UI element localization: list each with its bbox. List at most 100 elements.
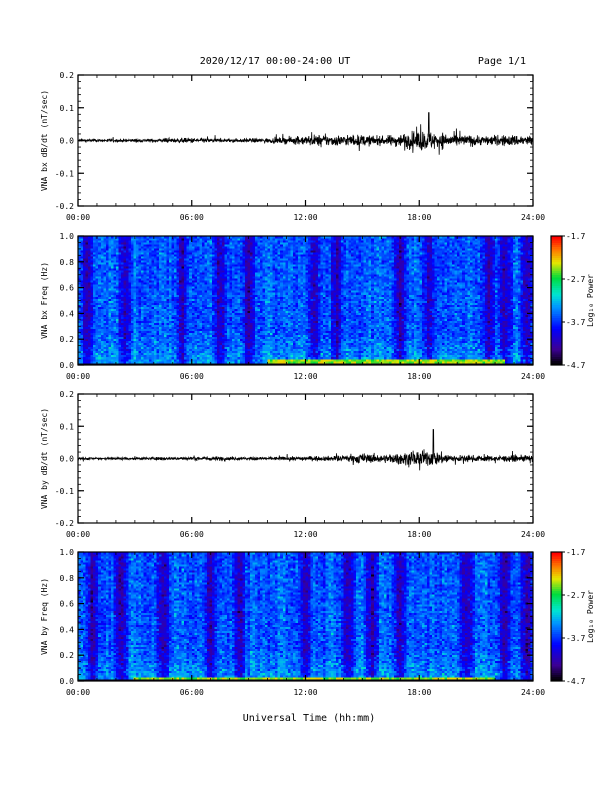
- spectrogram-cell: [100, 252, 104, 255]
- spectrogram-cell: [204, 356, 208, 360]
- spectrogram-cell: [151, 326, 155, 330]
- spectrogram-cell: [166, 324, 170, 328]
- spectrogram-cell: [105, 240, 109, 243]
- spectrogram-cell: [267, 264, 271, 267]
- spectrogram-cell: [224, 268, 228, 271]
- spectrogram-cell: [98, 288, 102, 291]
- spectrogram-cell: [128, 282, 132, 285]
- spectrogram-cell: [196, 316, 200, 319]
- spectrogram-cell: [166, 284, 170, 287]
- spectrogram-cell: [237, 272, 241, 275]
- spectrogram-cell: [217, 240, 220, 243]
- spectrogram-cell: [232, 290, 236, 293]
- spectrogram-cell: [78, 258, 81, 261]
- spectrogram-cell: [85, 266, 89, 269]
- spectrogram-cell: [105, 278, 109, 281]
- spectrogram-cell: [143, 306, 147, 309]
- spectrogram-cell: [148, 280, 152, 283]
- spectrogram-cell: [171, 344, 175, 348]
- spectrogram-cell: [88, 358, 91, 362]
- spectrogram-cell: [254, 308, 258, 311]
- spectrogram-cell: [141, 246, 145, 249]
- spectrogram-cell: [184, 246, 187, 249]
- spectrogram-cell: [174, 338, 177, 342]
- spectrogram-cell: [80, 334, 84, 338]
- spectrogram-cell: [110, 260, 114, 263]
- spectrogram-cell: [222, 342, 225, 346]
- spectrogram-cell: [136, 282, 139, 285]
- spectrogram-cell: [232, 360, 236, 364]
- spectrogram-cell: [95, 268, 99, 271]
- spectrogram-cell: [181, 338, 185, 342]
- spectrogram-cell: [151, 340, 155, 344]
- spectrogram-cell: [128, 256, 132, 259]
- spectrogram-cell: [163, 272, 167, 275]
- spectrogram-cell: [138, 344, 142, 348]
- spectrogram-cell: [133, 348, 137, 352]
- spectrogram-cell: [90, 272, 94, 275]
- spectrogram-cell: [232, 252, 236, 255]
- spectrogram-cell: [194, 266, 198, 269]
- spectrogram-cell: [126, 348, 129, 352]
- spectrogram-cell: [214, 246, 218, 249]
- spectrogram-cell: [141, 350, 145, 354]
- spectrogram-cell: [227, 302, 230, 305]
- spectrogram-cell: [131, 298, 134, 301]
- spectrogram-cell: [239, 286, 243, 289]
- spectrogram-cell: [179, 298, 182, 301]
- spectrogram-cell: [214, 286, 218, 289]
- spectrogram-cell: [232, 300, 236, 303]
- spectrogram-cell: [156, 350, 160, 354]
- spectrogram-cell: [115, 268, 119, 271]
- spectrogram-cell: [242, 270, 246, 273]
- spectrogram-cell: [249, 326, 253, 330]
- spectrogram-cell: [237, 314, 241, 317]
- spectrogram-cell: [201, 270, 205, 273]
- spectrogram-cell: [222, 260, 225, 263]
- spectrogram-cell: [199, 344, 203, 348]
- spectrogram-cell: [249, 356, 253, 360]
- spectrogram-cell: [252, 262, 256, 265]
- spectrogram-cell: [201, 314, 205, 317]
- spectrogram-cell: [110, 318, 114, 321]
- spectrogram-cell: [108, 288, 112, 291]
- spectrogram-cell: [260, 326, 263, 330]
- spectrogram-cell: [126, 326, 129, 330]
- spectrogram-cell: [131, 246, 134, 249]
- spectrogram-cell: [88, 296, 91, 299]
- spectrogram-cell: [83, 346, 86, 350]
- spectrogram-cell: [156, 362, 160, 366]
- spectrogram-cell: [98, 330, 102, 334]
- spectrogram-cell: [153, 320, 157, 323]
- spectrogram-cell: [138, 314, 142, 317]
- spectrogram-cell: [163, 284, 167, 287]
- spectrogram-cell: [181, 360, 185, 364]
- spectrogram-cell: [98, 240, 102, 243]
- spectrogram-cell: [110, 308, 114, 311]
- spectrogram-cell: [85, 344, 89, 348]
- spectrogram-cell: [90, 340, 94, 344]
- spectrogram-cell: [128, 238, 132, 241]
- spectrogram-cell: [260, 356, 263, 360]
- spectrogram-cell: [267, 272, 271, 275]
- spectrogram-cell: [169, 362, 172, 366]
- spectrogram-cell: [267, 316, 271, 319]
- spectrogram-cell: [148, 314, 152, 317]
- spectrogram-cell: [211, 312, 215, 315]
- spectrogram-cell: [186, 300, 190, 303]
- spectrogram-cell: [191, 336, 195, 340]
- spectrogram-cell: [146, 310, 150, 313]
- spectrogram-cell: [171, 252, 175, 255]
- spectrogram-cell: [184, 324, 187, 328]
- spectrogram-cell: [138, 236, 142, 239]
- spectrogram-cell: [163, 298, 167, 301]
- spectrogram-cell: [120, 288, 124, 291]
- spectrogram-cell: [196, 292, 200, 295]
- spectrogram-cell: [194, 346, 198, 350]
- spectrogram-cell: [141, 324, 145, 328]
- spectrogram-cell: [252, 280, 256, 283]
- spectrogram-cell: [267, 248, 271, 251]
- spectrogram-cell: [146, 320, 150, 323]
- spectrogram-cell: [204, 292, 208, 295]
- spectrogram-cell: [267, 338, 271, 342]
